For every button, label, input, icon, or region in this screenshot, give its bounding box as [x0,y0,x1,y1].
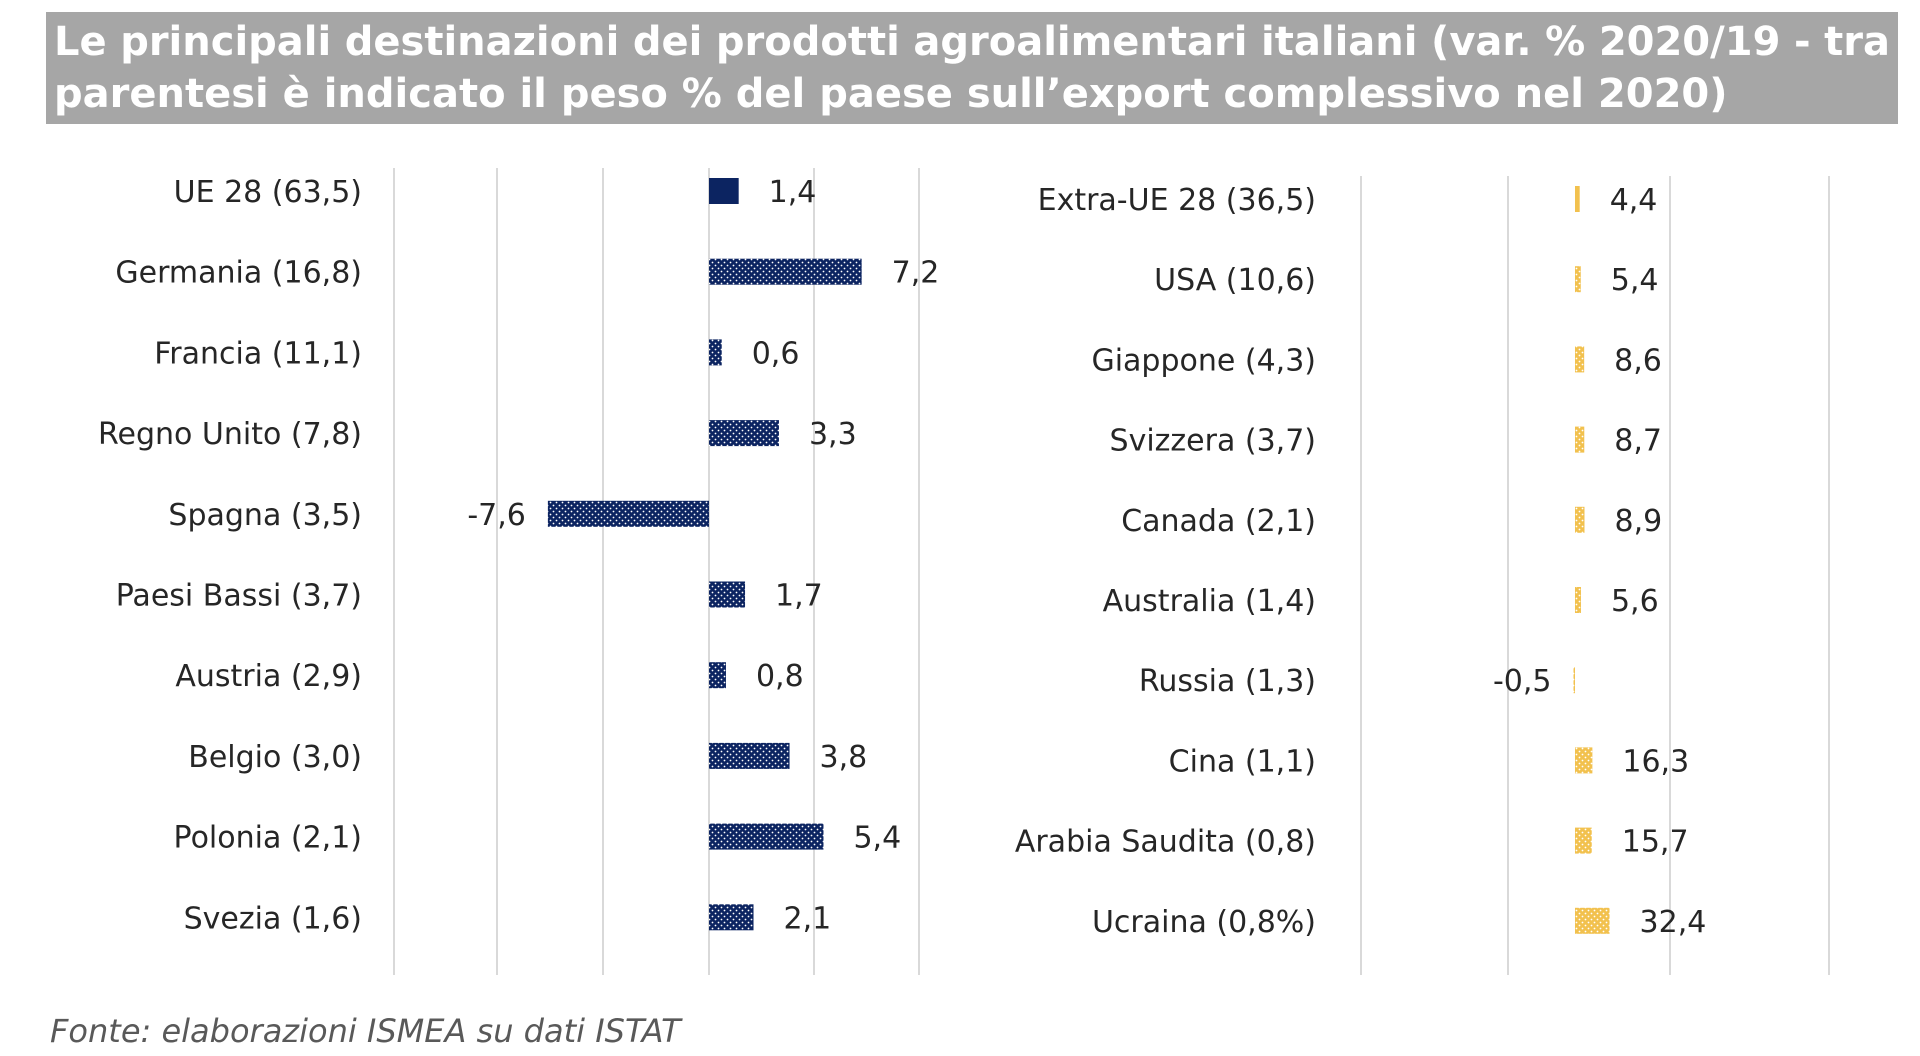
extra-eu-category-label: Russia (1,3) [1139,664,1316,699]
chart-title-word: agroalimentari [913,19,1248,65]
eu-category-label: Spagna (3,5) [168,498,362,533]
extra-eu-value-label: 15,7 [1622,825,1689,860]
eu-bar [709,258,862,285]
chart-title-word: principali [120,19,332,65]
extra-eu-bar [1575,186,1580,212]
chart-title-word: - [1793,19,1811,65]
chart-title-word: prodotti [715,19,900,65]
eu-value-label: 3,8 [820,740,868,775]
chart-title-word: destinazioni [344,19,620,65]
chart-area: UE 28 (63,5) 1,4 Germania (16,8) 7,2 Francia… [98,168,1830,975]
eu-bar [709,581,746,608]
eu-value-label: 1,4 [769,175,817,210]
eu-bar [709,178,739,204]
chart-title-word: 2020/19 [1598,19,1781,65]
extra-eu-category-label: Extra-UE 28 (36,5) [1038,183,1316,218]
eu-category-label: Belgio (3,0) [188,740,362,775]
eu-value-label: 7,2 [892,256,940,291]
extra-eu-value-label: -0,5 [1493,664,1552,699]
chart-title-word: Le [54,19,107,65]
eu-bar [709,662,726,689]
eu-bar [709,742,790,769]
extra-eu-value-label: 5,6 [1611,584,1659,619]
eu-value-label: 3,3 [809,417,857,452]
extra-eu-bar [1575,587,1581,613]
extra-eu-category-label: Giappone (4,3) [1091,343,1316,378]
eu-category-label: Regno Unito (7,8) [98,417,362,452]
eu-value-label: -7,6 [467,498,526,533]
eu-bar [709,904,754,931]
extra-eu-category-label: Cina (1,1) [1169,744,1316,779]
eu-category-label: Germania (16,8) [115,256,362,291]
extra-eu-category-label: Australia (1,4) [1103,584,1316,619]
eu-value-label: 0,6 [752,336,800,371]
extra-eu-value-label: 8,7 [1614,424,1662,459]
extra-eu-bar [1575,506,1585,533]
extra-eu-bar [1575,747,1593,774]
extra-eu-value-label: 5,4 [1611,263,1659,298]
chart-title-word: italiani [1261,19,1418,65]
extra-eu-bar [1573,667,1575,694]
extra-eu-value-label: 4,4 [1610,183,1658,218]
eu-category-label: Polonia (2,1) [174,821,362,856]
extra-eu-bar [1575,907,1610,934]
eu-value-label: 1,7 [775,579,823,614]
extra-eu-category-label: Svizzera (3,7) [1110,424,1316,459]
extra-eu-value-label: 8,6 [1614,343,1662,378]
eu-value-label: 2,1 [784,901,832,936]
extra-eu-category-label: Arabia Saudita (0,8) [1015,825,1316,860]
eu-value-label: 5,4 [853,821,901,856]
eu-bar [709,823,824,850]
eu-category-label: Svezia (1,6) [184,901,362,936]
extra-eu-category-label: Canada (2,1) [1121,504,1316,539]
extra-eu-value-label: 16,3 [1622,744,1689,779]
chart-title-word: (var. [1431,19,1532,65]
extra-eu-bar [1575,266,1581,293]
chart-title-line-1: Le principali destinazioni dei prodotti agroa… [54,16,1890,68]
extra-eu-value-label: 8,9 [1614,504,1662,539]
extra-eu-bar [1575,346,1585,373]
chart-title: Le principali destinazioni dei prodotti agroa… [46,12,1898,124]
eu-bar [709,420,779,447]
eu-value-label: 0,8 [756,659,804,694]
extra-eu-panel: Extra-UE 28 (36,5) 4,4 USA (10,6) 5,4 Giappo… [1015,176,1830,975]
chart-title-word: % [1545,19,1586,65]
eu-bar [709,339,722,366]
eu-category-label: Paesi Bassi (3,7) [116,579,362,614]
source-note: Fonte: elaborazioni ISMEA su dati ISTAT [50,1012,681,1050]
chart-title-line-2: parentesi è indicato il peso % del paese… [54,71,1728,117]
eu-bar [547,500,709,527]
extra-eu-bar [1575,426,1585,453]
extra-eu-category-label: USA (10,6) [1154,263,1316,298]
extra-eu-bar [1575,827,1592,854]
eu-category-label: UE 28 (63,5) [174,175,362,210]
eu-category-label: Francia (11,1) [154,336,362,371]
eu-panel: UE 28 (63,5) 1,4 Germania (16,8) 7,2 Francia… [98,168,939,975]
chart-title-word: tra [1824,19,1890,65]
extra-eu-value-label: 32,4 [1640,905,1707,940]
chart-title-word: dei [632,19,703,65]
extra-eu-category-label: Ucraina (0,8%) [1092,905,1316,940]
eu-category-label: Austria (2,9) [175,659,362,694]
